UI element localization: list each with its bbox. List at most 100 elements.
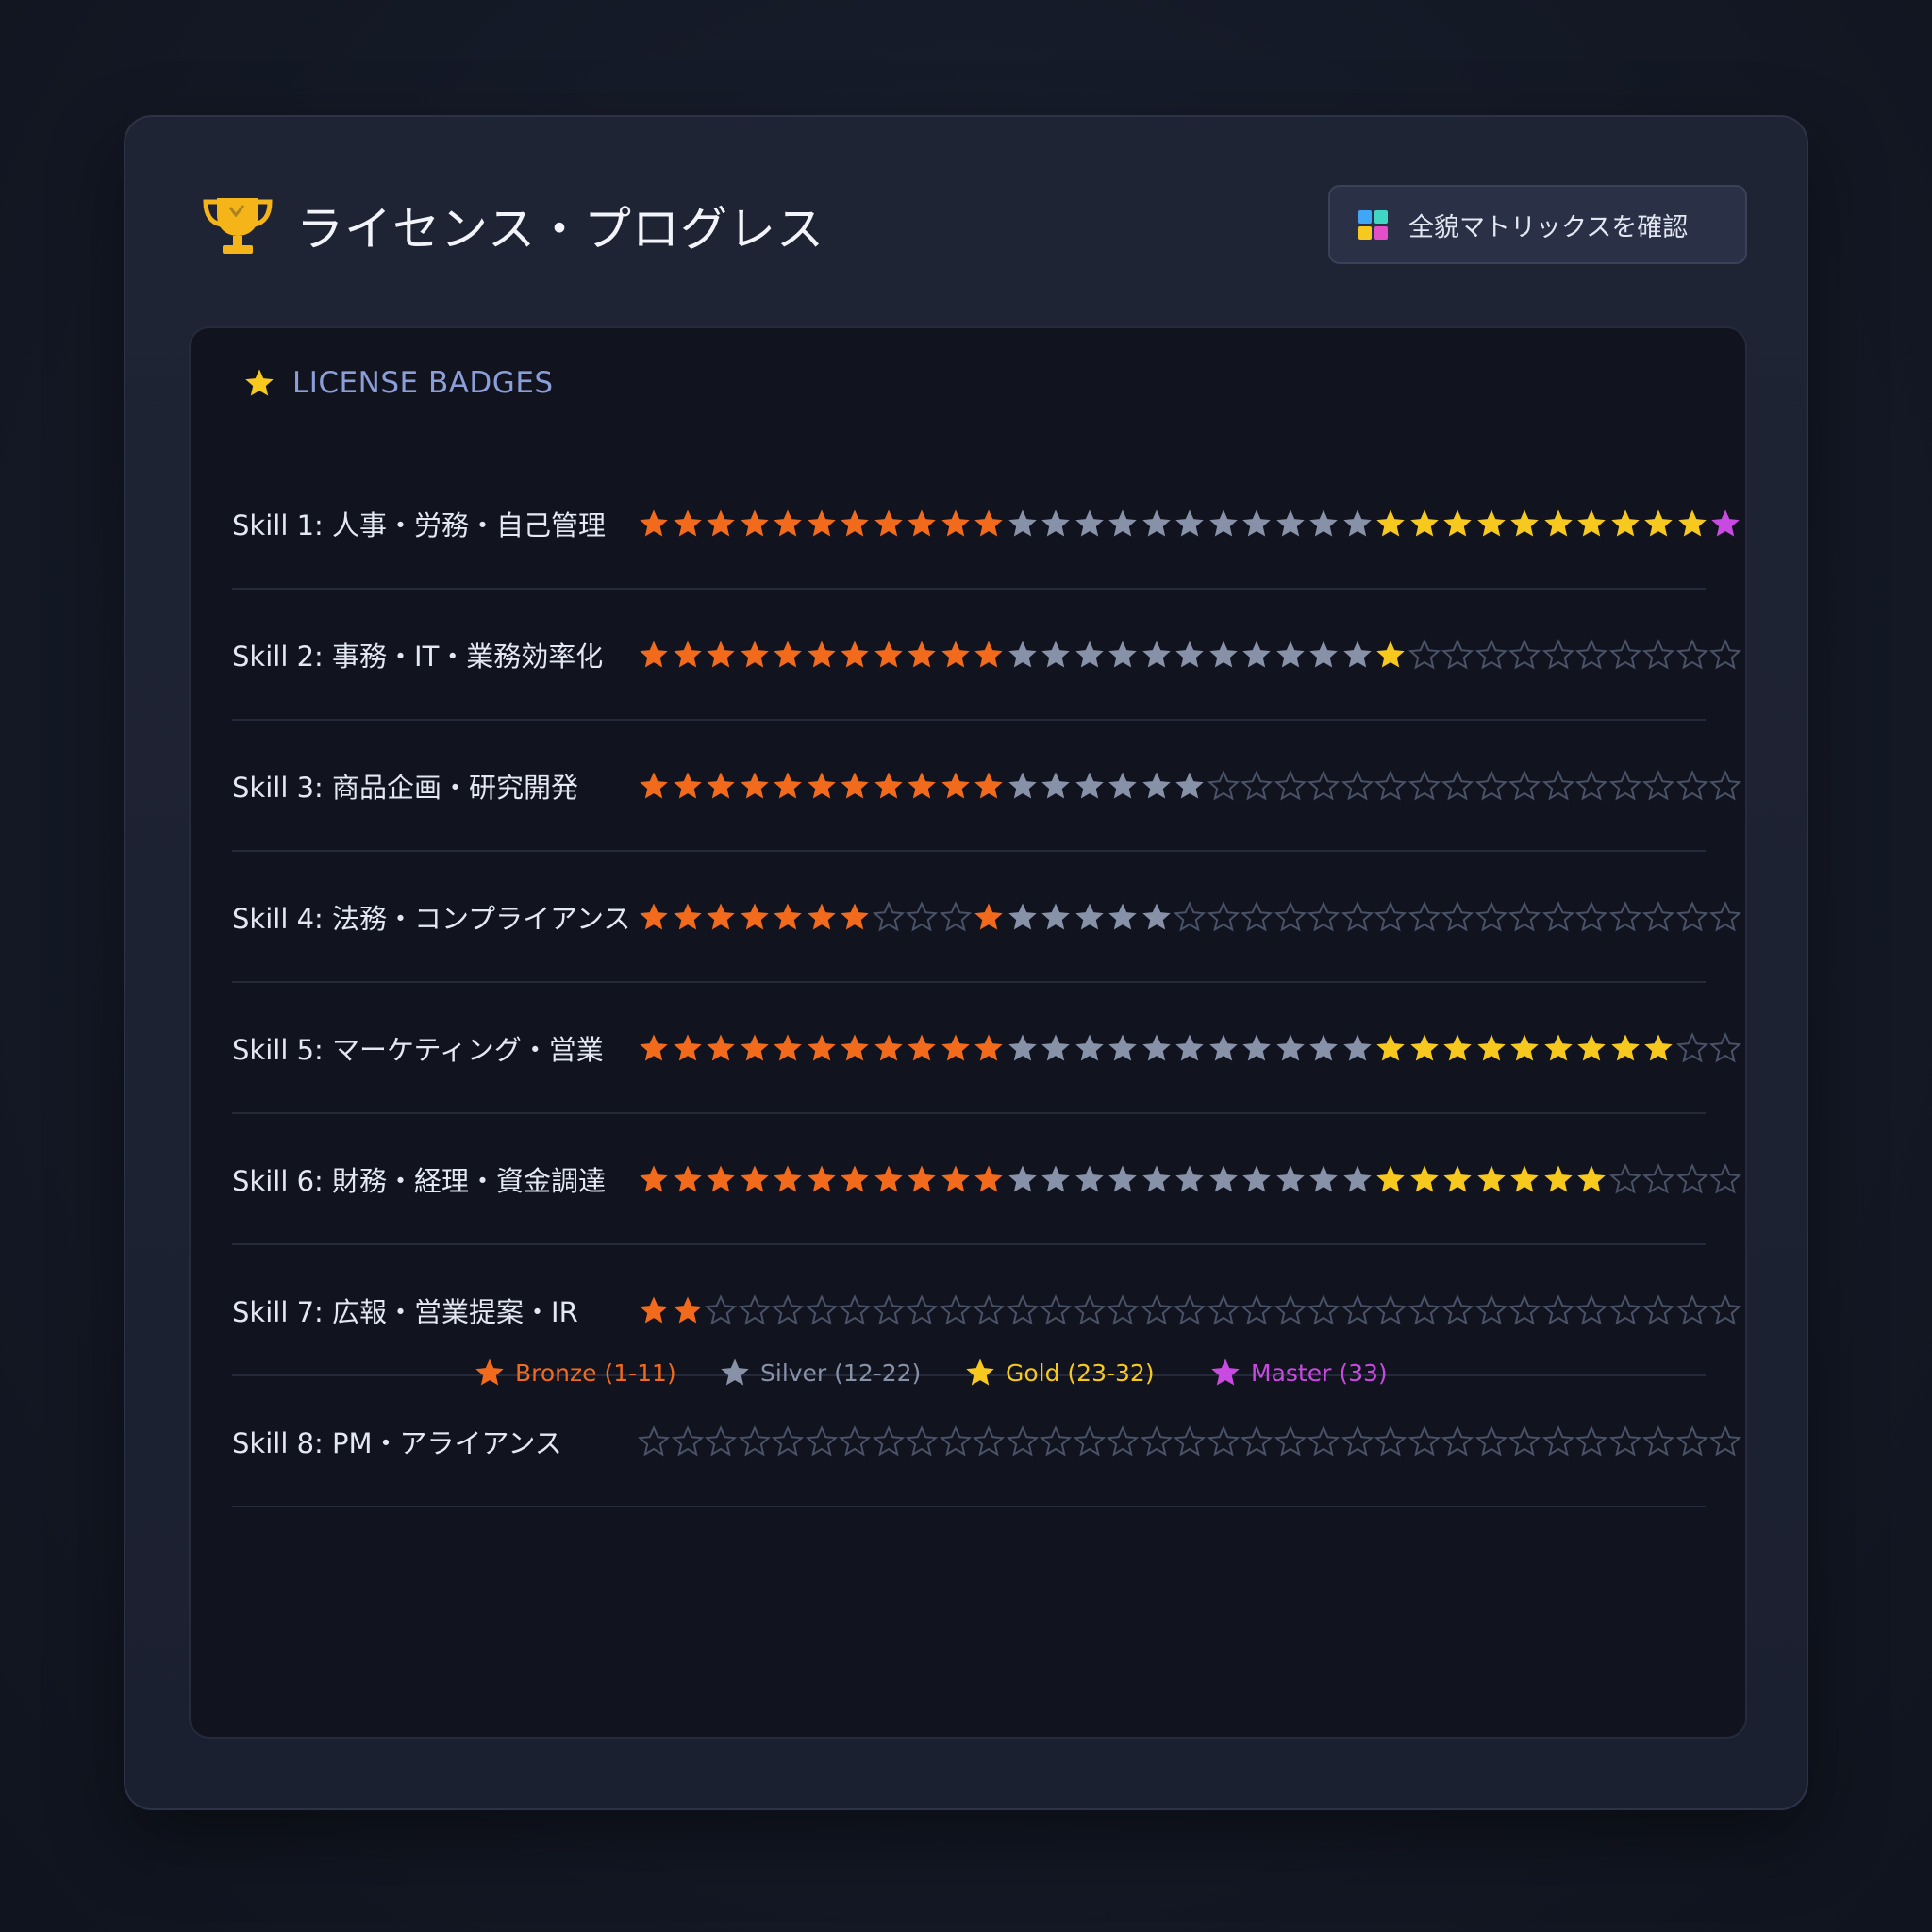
- star-bronze-icon: [640, 903, 668, 929]
- star-empty-icon: [1140, 1293, 1173, 1324]
- star-bronze-icon: [908, 1165, 936, 1191]
- star-empty-icon: [939, 1424, 972, 1456]
- star-bronze-icon: [941, 1165, 970, 1191]
- star-empty-icon: [1508, 638, 1541, 669]
- star-empty-icon: [1407, 900, 1441, 931]
- star-empty-icon: [1374, 1424, 1407, 1456]
- star-empty-icon: [1709, 638, 1741, 669]
- star-bronze-icon: [874, 1034, 903, 1060]
- star-silver-icon: [1275, 1034, 1305, 1060]
- star-gold-icon: [1476, 1165, 1506, 1191]
- star-silver-icon: [1208, 1034, 1238, 1060]
- section-title: LICENSE BADGES: [292, 366, 554, 400]
- star-gold-icon: [1443, 1165, 1472, 1191]
- star-empty-icon: [939, 900, 972, 931]
- star-empty-icon: [1675, 1424, 1708, 1456]
- star-empty-icon: [1675, 1293, 1708, 1324]
- star-silver-icon: [1309, 509, 1338, 536]
- star-empty-icon: [1508, 900, 1541, 931]
- star-empty-icon: [1709, 1031, 1741, 1062]
- star-silver-icon: [1342, 509, 1372, 536]
- star-empty-icon: [1474, 900, 1507, 931]
- star-empty-icon: [1341, 1293, 1374, 1324]
- star-silver-icon: [1141, 1034, 1171, 1060]
- star-gold-icon: [1409, 509, 1439, 536]
- star-bronze-icon: [941, 641, 970, 667]
- skill-label: Skill 6: 財務・経理・資金調達: [232, 1164, 607, 1197]
- star-bronze-icon: [908, 772, 936, 798]
- star-empty-icon: [638, 1424, 670, 1456]
- skill-label: Skill 5: マーケティング・営業: [232, 1033, 604, 1066]
- star-gold-icon: [1376, 1165, 1405, 1191]
- star-silver-icon: [1242, 509, 1271, 536]
- star-gold-icon: [1476, 509, 1506, 536]
- grid-icon: [1358, 209, 1388, 240]
- star-empty-icon: [1006, 1293, 1039, 1324]
- star-bronze-icon: [774, 903, 802, 929]
- star-bronze-icon: [774, 772, 802, 798]
- star-silver-icon: [1242, 641, 1271, 667]
- star-silver-icon: [1275, 509, 1305, 536]
- star-empty-icon: [1575, 900, 1607, 931]
- star-empty-icon: [1575, 769, 1607, 800]
- skill-label: Skill 7: 広報・営業提案・IR: [232, 1295, 578, 1328]
- star-silver-icon: [1342, 641, 1372, 667]
- star-silver-icon: [1074, 641, 1104, 667]
- star-bronze-icon: [707, 641, 735, 667]
- star-empty-icon: [1274, 769, 1307, 800]
- star-empty-icon: [1675, 1031, 1708, 1062]
- star-silver-icon: [1041, 641, 1070, 667]
- star-gold-icon: [1510, 1034, 1539, 1060]
- star-silver-icon: [1108, 1034, 1137, 1060]
- star-empty-icon: [705, 1424, 737, 1456]
- skill-label: Skill 1: 人事・労務・自己管理: [232, 508, 607, 541]
- star-gold-icon: [1376, 1034, 1405, 1060]
- star-bronze-icon: [707, 509, 735, 536]
- star-silver-icon: [1008, 641, 1037, 667]
- skill-rows: Skill 1: 人事・労務・自己管理 Skill 2: 事務・IT・業務効率化 S…: [232, 458, 1741, 1507]
- star-bronze-icon: [941, 509, 970, 536]
- star-gold-icon: [1543, 1034, 1573, 1060]
- star-empty-icon: [1441, 900, 1474, 931]
- star-empty-icon: [1642, 1293, 1674, 1324]
- star-empty-icon: [906, 900, 938, 931]
- star-empty-icon: [1541, 638, 1574, 669]
- star-gold-icon: [1577, 509, 1606, 536]
- star-master-icon: [1711, 509, 1740, 536]
- view-matrix-button[interactable]: 全貌マトリックスを確認: [1328, 185, 1747, 264]
- star-track: [638, 1160, 1741, 1198]
- star-empty-icon: [872, 900, 905, 931]
- star-empty-icon: [1608, 1293, 1641, 1324]
- skill-row: Skill 4: 法務・コンプライアンス: [232, 852, 1741, 983]
- star-empty-icon: [906, 1424, 938, 1456]
- legend-label: Silver (12-22): [760, 1358, 922, 1387]
- star-empty-icon: [1374, 769, 1407, 800]
- star-bronze-icon: [974, 772, 1003, 798]
- star-empty-icon: [1407, 1424, 1441, 1456]
- star-bronze-icon: [640, 509, 668, 536]
- star-empty-icon: [1341, 769, 1374, 800]
- star-bronze-icon: [807, 1165, 836, 1191]
- star-silver-icon: [1175, 1034, 1204, 1060]
- star-bronze-icon: [807, 509, 836, 536]
- star-bronze-icon: [673, 772, 702, 798]
- star-empty-icon: [1608, 638, 1641, 669]
- star-empty-icon: [772, 1424, 804, 1456]
- star-bronze-icon: [974, 1034, 1003, 1060]
- star-bronze-icon: [841, 641, 869, 667]
- star-track: [638, 1423, 1741, 1460]
- star-silver-icon: [1141, 641, 1171, 667]
- star-bronze-icon: [874, 641, 903, 667]
- star-track: [638, 767, 1741, 805]
- star-gold-icon: [1610, 1034, 1640, 1060]
- star-silver-icon: [1041, 903, 1070, 929]
- star-bronze-icon: [673, 1296, 702, 1323]
- star-bronze-icon: [640, 1165, 668, 1191]
- star-empty-icon: [1341, 900, 1374, 931]
- star-empty-icon: [738, 1424, 771, 1456]
- star-empty-icon: [1608, 900, 1641, 931]
- star-bronze-icon: [807, 903, 836, 929]
- star-gold-icon: [1510, 509, 1539, 536]
- star-empty-icon: [705, 1293, 737, 1324]
- star-silver-icon: [1141, 1165, 1171, 1191]
